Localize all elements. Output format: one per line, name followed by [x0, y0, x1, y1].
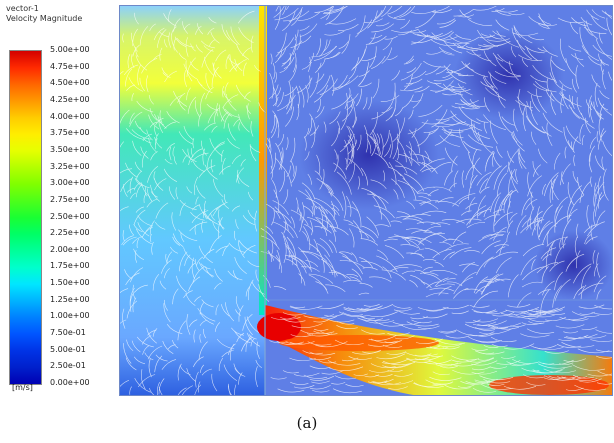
colorbar-tick-label: 2.25e+00: [50, 228, 90, 238]
colorbar-tick-label: 1.00e+00: [50, 311, 90, 321]
colorbar-tick-label: 1.25e+00: [50, 294, 90, 304]
colorbar-tick-label: 4.50e+00: [50, 78, 90, 88]
legend-title-line1: vector-1: [6, 4, 39, 13]
figure-caption: (a): [296, 414, 318, 432]
colorbar-tick-label: 5.00e+00: [50, 45, 90, 54]
colorbar-tick-label: 3.25e+00: [50, 161, 90, 171]
colorbar-tick-label: 1.75e+00: [50, 261, 90, 271]
colorbar-tick-label: 1.50e+00: [50, 278, 90, 288]
colorbar-tick-label: 4.25e+00: [50, 94, 90, 104]
legend-title: vector-1 Velocity Magnitude: [6, 4, 82, 24]
colorbar-tick-label: 2.00e+00: [50, 244, 90, 254]
colorbar-tick-label: 2.75e+00: [50, 194, 90, 204]
velocity-vector-field-image: [119, 5, 613, 396]
colorbar-tick-label: 0.00e+00: [50, 378, 90, 387]
colorbar-tick-label: 7.50e-01: [50, 328, 86, 338]
colorbar-tick-label: 4.75e+00: [50, 61, 90, 71]
colorbar-tick-label: 3.00e+00: [50, 178, 90, 188]
colorbar-tick-label: 5.00e-01: [50, 344, 86, 354]
colorbar-tick-label: 3.50e+00: [50, 144, 90, 154]
colorbar-tick-label: 2.50e+00: [50, 211, 90, 221]
colorbar-tick-label: 4.00e+00: [50, 111, 90, 121]
unit-label: [m/s]: [12, 383, 33, 392]
colorbar-tick-label: 3.75e+00: [50, 128, 90, 138]
legend-title-line2: Velocity Magnitude: [6, 14, 83, 23]
colorbar-tick-label: 2.50e-01: [50, 361, 86, 371]
colorbar: [9, 50, 42, 385]
